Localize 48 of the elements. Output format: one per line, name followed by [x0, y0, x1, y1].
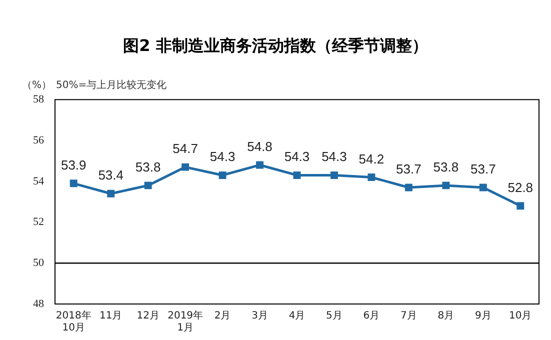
y-tick-label: 54 — [33, 175, 44, 188]
point — [218, 172, 226, 179]
data-label: 53.7 — [396, 161, 422, 176]
point — [182, 163, 190, 171]
x-tick-label: 2019年 1月 — [168, 310, 204, 334]
data-label: 53.9 — [60, 157, 86, 172]
x-tick-label: 4月 — [288, 310, 306, 322]
x-tick-label: 3月 — [252, 310, 268, 322]
data-label: 54.3 — [210, 149, 236, 164]
y-axis-title: （%） — [22, 79, 52, 92]
point — [70, 180, 78, 188]
data-label: 54.3 — [284, 149, 310, 164]
x-tick-label: 6月 — [363, 310, 380, 322]
x-tick-label: 5月 — [326, 310, 342, 322]
x-tick-label: 11月 — [99, 310, 122, 322]
y-tick-label: 56 — [33, 134, 44, 146]
data-label: 53.4 — [98, 168, 124, 183]
x-tick-label: 8月 — [438, 310, 454, 322]
y-tick-label: 48 — [33, 298, 44, 310]
chart-title: 图2 非制造业商务活动指数（经季节调整） — [122, 36, 429, 57]
data-label: 54.7 — [172, 141, 198, 156]
data-label: 54.3 — [322, 149, 347, 164]
point — [330, 172, 338, 179]
x-tick-label: 10月 — [509, 310, 532, 322]
point — [256, 161, 264, 169]
y-tick-label: 50 — [33, 257, 44, 270]
text: 50%=与上月比较无变化 — [56, 78, 167, 92]
data-label: 52.8 — [508, 180, 534, 195]
x-tick-label: 9月 — [474, 310, 492, 322]
point — [293, 172, 301, 179]
data-label: 54.2 — [358, 151, 384, 166]
point — [516, 202, 524, 210]
data-label: 53.7 — [470, 161, 496, 176]
point — [442, 182, 450, 190]
y-tick-label: 58 — [33, 93, 44, 106]
point — [479, 184, 487, 192]
x-tick-label: 12月 — [136, 310, 160, 322]
point — [144, 182, 152, 190]
point — [107, 190, 115, 198]
data-label: 53.8 — [433, 159, 459, 174]
x-tick-label: 2018年 10月 — [56, 310, 92, 334]
data-label: 53.8 — [135, 159, 161, 174]
x-tick-label: 7月 — [400, 310, 417, 322]
x-tick-label: 2月 — [214, 310, 231, 322]
data-label: 54.8 — [247, 139, 272, 154]
point — [404, 184, 412, 192]
point — [368, 174, 376, 181]
y-tick-label: 52 — [33, 216, 44, 228]
